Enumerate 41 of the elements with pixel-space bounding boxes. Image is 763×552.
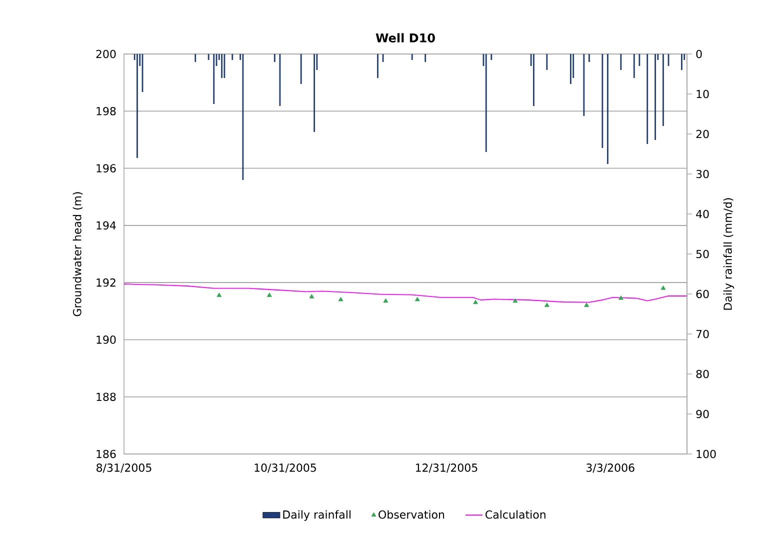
y2-tick-label: 70	[696, 330, 709, 338]
y-tick-label: 190	[96, 336, 116, 344]
y2-tick-label: 80	[696, 370, 709, 378]
legend-label: Daily rainfall	[283, 510, 350, 521]
y-tick-label: 200	[96, 50, 116, 58]
y2-tick-label: 0	[696, 50, 702, 58]
point	[216, 292, 222, 297]
point	[414, 296, 420, 302]
x-tick-label: 12/31/2005	[416, 464, 478, 473]
y-tick-label: 188	[96, 392, 116, 402]
point	[512, 298, 518, 303]
y-tick-label: 194	[96, 221, 116, 230]
y2-axis-title: Daily rainfall (mm/d)	[723, 198, 734, 310]
y2-tick-label: 90	[696, 410, 709, 418]
point	[584, 302, 590, 307]
y2-tick-label: 60	[696, 290, 709, 298]
point	[660, 285, 666, 290]
legend-label: Observation	[378, 510, 444, 519]
chart-title: Well D10	[376, 33, 435, 42]
x-tick-label: 10/31/2005	[254, 464, 316, 473]
y2-tick-label: 30	[696, 170, 709, 178]
y2-tick-label: 10	[696, 90, 709, 98]
y2-tick-label: 40	[696, 210, 709, 218]
y2-tick-label: 100	[696, 450, 716, 458]
point	[338, 296, 344, 302]
point	[266, 292, 272, 297]
y-tick-label: 198	[96, 106, 116, 116]
point	[473, 300, 478, 304]
y2-tick-label: 20	[696, 130, 709, 138]
point	[309, 294, 314, 298]
point	[618, 295, 624, 300]
point	[383, 298, 388, 303]
y-axis-title: Groundwater head (m)	[72, 192, 83, 316]
y-tick-label: 186	[96, 450, 116, 458]
y-tick-label: 196	[96, 164, 116, 172]
x-tick-label: 8/31/2005	[96, 464, 152, 473]
legend-label: Calculation	[486, 510, 546, 519]
y-tick-label: 192	[96, 278, 116, 287]
point	[544, 302, 550, 307]
y2-tick-label: 50	[696, 250, 709, 258]
x-tick-label: 3/3/2006	[586, 464, 634, 473]
